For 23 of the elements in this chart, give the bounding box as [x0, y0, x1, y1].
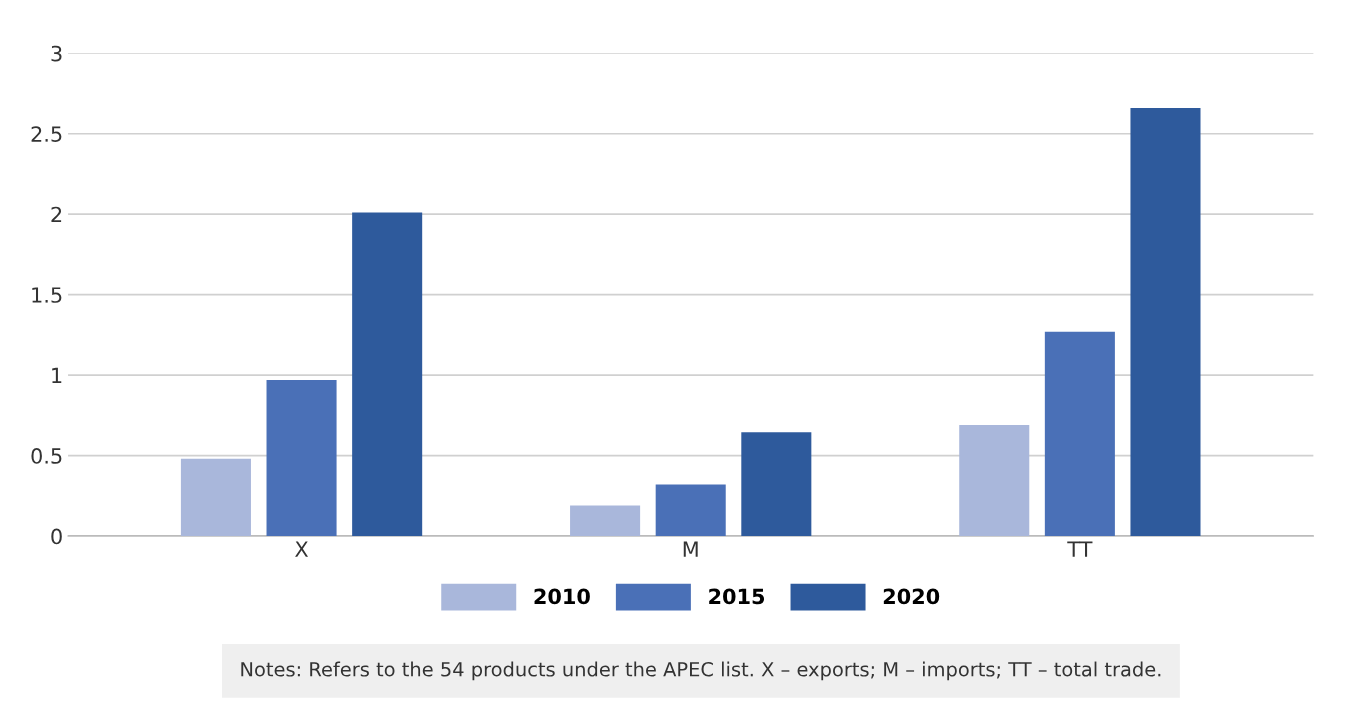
bar [570, 505, 641, 537]
x-tick-label: M [683, 541, 698, 557]
y-tick-label: 1 [52, 367, 62, 384]
legend-label: 2010 [534, 588, 590, 605]
x-tick-label: TT [1067, 541, 1093, 557]
x-tick-label: X [295, 541, 309, 557]
y-tick-label: 0 [51, 528, 62, 545]
text: Notes: Refers to the 54 products under the APEC list. X – exports; M – imports; TT – total trade. [241, 661, 1161, 681]
y-tick-label: 0.5 [31, 448, 62, 464]
y-tick-label: 2.5 [31, 126, 62, 142]
legend-label: 2015 [709, 588, 765, 605]
legend-label: 2020 [883, 588, 940, 605]
bar [1130, 107, 1201, 537]
bar [266, 379, 337, 537]
bar [741, 432, 812, 537]
y-tick-label: 1.5 [32, 287, 62, 303]
bar [1044, 331, 1115, 537]
bar [959, 425, 1030, 537]
bar [180, 458, 251, 537]
y-tick-label: 2 [51, 206, 62, 223]
y-tick-label: 3 [51, 45, 62, 62]
bar [352, 212, 423, 537]
bar [655, 484, 726, 537]
